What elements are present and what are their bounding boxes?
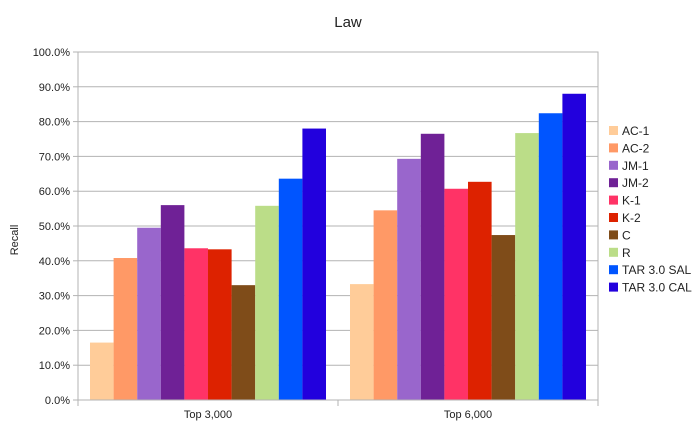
legend-label: JM-1	[622, 159, 649, 173]
y-tick-label: 70.0%	[39, 151, 70, 163]
bar	[160, 205, 185, 400]
y-tick-label: 50.0%	[39, 221, 70, 233]
legend-label: AC-1	[622, 124, 650, 138]
bar	[302, 128, 326, 400]
bar	[255, 205, 279, 400]
legend-swatch	[609, 195, 618, 205]
legend-label: JM-2	[622, 176, 649, 190]
legend-swatch	[609, 143, 618, 153]
bar	[278, 178, 303, 400]
y-tick-labels: 0.0% 10.0% 20.0% 30.0% 40.0% 50.0% 60.0% 70.0% 8…	[33, 47, 71, 407]
bar	[231, 285, 256, 400]
bar	[373, 210, 398, 400]
legend-swatch	[609, 247, 618, 257]
bar	[562, 93, 586, 400]
legend-label: TAR 3.0 SAL	[622, 263, 691, 277]
legend-label: K-2	[622, 211, 641, 225]
legend-swatch	[609, 213, 618, 222]
y-tick-label: 80.0%	[39, 117, 70, 129]
legend-swatch	[609, 160, 618, 170]
bar	[397, 158, 421, 400]
chart-title: Law	[334, 14, 362, 31]
bar	[350, 284, 374, 400]
legend-label: C	[622, 228, 631, 242]
y-tick-label: 100.0%	[33, 47, 71, 59]
axes	[77, 51, 599, 406]
legend-swatch	[609, 282, 618, 292]
y-tick-label: 20.0%	[39, 325, 70, 337]
bar	[137, 227, 161, 400]
bar	[90, 342, 114, 400]
x-tick-label: Top 3,000	[184, 409, 232, 421]
legend-label: TAR 3.0 CAL	[622, 281, 692, 295]
legend-label: AC-2	[622, 141, 650, 155]
x-tick-label: Top 6,000	[444, 409, 492, 421]
y-tick-label: 90.0%	[39, 82, 70, 94]
bar	[538, 113, 563, 401]
y-tick-label: 30.0%	[39, 291, 70, 303]
legend-swatch	[609, 178, 618, 188]
bar	[444, 188, 468, 400]
bars	[90, 93, 586, 401]
x-tick-labels: Top 3,000 Top 6,000	[184, 409, 492, 421]
bar	[491, 235, 516, 400]
legend-swatch	[609, 126, 618, 135]
bar	[208, 249, 232, 400]
legend-label: K-1	[622, 194, 641, 208]
legend: AC-1 AC-2 JM-1 JM-2 K-1 K-2 CR TAR 3.0 SAL TAR 3…	[609, 124, 692, 295]
y-axis-title: Recall	[9, 225, 21, 256]
bar	[515, 133, 539, 401]
legend-swatch	[609, 265, 618, 275]
legend-swatch	[609, 230, 618, 240]
y-tick-label: 0.0%	[45, 395, 70, 407]
bar	[468, 181, 492, 400]
legend-label: R	[622, 246, 631, 260]
bar	[113, 258, 138, 400]
bar	[184, 248, 208, 400]
bar	[420, 133, 445, 400]
y-tick-label: 10.0%	[39, 360, 70, 372]
y-tick-label: 60.0%	[39, 186, 70, 198]
y-tick-label: 40.0%	[39, 256, 70, 268]
